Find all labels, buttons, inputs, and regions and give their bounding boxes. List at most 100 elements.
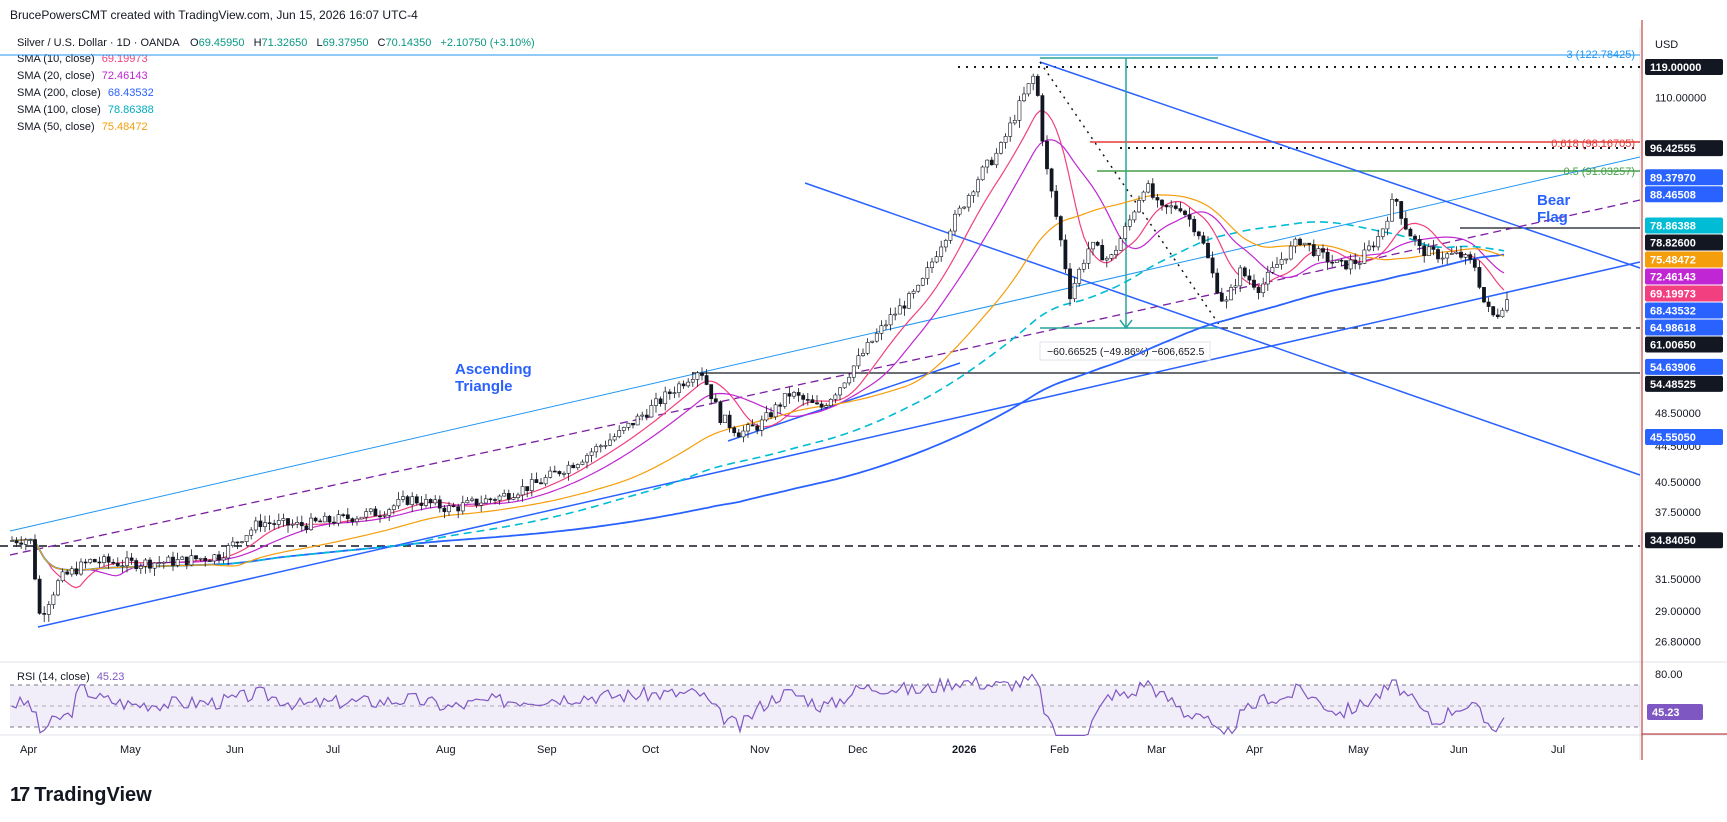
sma-line-1 (11, 139, 1505, 577)
candle-body (299, 522, 304, 527)
candle-body (796, 392, 801, 396)
candle-body (920, 278, 925, 286)
price-tag-bg (1645, 251, 1723, 268)
legend-symbol: Silver / U.S. Dollar · 1D · OANDA O69.45… (17, 37, 535, 49)
candle-body (681, 383, 686, 387)
candle-body (1187, 214, 1192, 220)
purple-dashed-channel-upper (9, 349, 961, 556)
candle-body (37, 578, 42, 614)
candle-body (838, 387, 842, 396)
candle-body (1298, 238, 1302, 246)
candle-body (529, 479, 534, 491)
candle-body (497, 495, 502, 501)
rsi-value-tag (1647, 704, 1703, 720)
candle-body (612, 436, 617, 441)
candle-body (1183, 210, 1187, 215)
price-tag-label: 61.00650 (1650, 340, 1696, 352)
candle-body (106, 556, 111, 563)
dotted-measure-line (1039, 61, 1221, 327)
candle-body (957, 207, 962, 215)
candle-body (88, 559, 93, 563)
candle-body (888, 314, 893, 326)
candle-body (1330, 261, 1335, 264)
candle-body (230, 541, 235, 546)
candle-body (828, 398, 833, 406)
candle-body (543, 477, 548, 485)
candle-body (1173, 205, 1178, 209)
candle-body (1376, 236, 1381, 248)
candle-body (1091, 241, 1095, 250)
ascending-triangle-label-1: Ascending (455, 361, 532, 378)
candle-body (1279, 259, 1284, 265)
x-tick-label: Sep (537, 744, 557, 756)
candle-body (571, 464, 576, 469)
candle-body (879, 325, 884, 334)
candle-body (893, 313, 898, 316)
legend-sma-100: SMA (100, close) 78.86388 (17, 104, 154, 116)
candle-body (1118, 238, 1123, 251)
candle-body (161, 561, 166, 564)
candle-body (999, 142, 1003, 154)
candle-body (1500, 309, 1505, 318)
candle-body (1210, 257, 1215, 274)
candle-body (1459, 251, 1463, 258)
candle-body (148, 559, 152, 569)
candle-body (115, 562, 120, 567)
candle-body (1284, 258, 1289, 261)
candle-body (1100, 245, 1105, 261)
candle-body (129, 557, 134, 561)
candle-body (1003, 136, 1008, 143)
candle-body (1077, 268, 1082, 284)
candle-body (874, 333, 879, 342)
candle-body (69, 568, 74, 575)
candle-body (759, 419, 764, 431)
candle-body (1238, 267, 1243, 287)
candle-body (23, 539, 28, 545)
candle-body (608, 439, 612, 446)
candle-body (966, 195, 971, 208)
candle-body (226, 545, 231, 559)
candle-body (750, 424, 755, 427)
candle-body (327, 515, 332, 523)
bear-flag-upper (1039, 61, 1641, 269)
candle-body (764, 412, 769, 421)
candle-body (451, 505, 456, 508)
candle-body (332, 521, 336, 524)
candle-body (1040, 95, 1045, 142)
candle-body (447, 505, 451, 513)
candle-body (713, 398, 718, 403)
candle-body (1307, 242, 1312, 245)
candle-body (626, 422, 631, 428)
x-tick-label: Dec (848, 744, 868, 756)
price-tag-bg (1645, 186, 1723, 203)
price-tag-bg (1645, 268, 1723, 285)
candle-body (976, 179, 980, 193)
candle-body (594, 446, 599, 453)
candle-body (1049, 168, 1054, 192)
candle-body (1123, 225, 1128, 239)
candle-body (580, 461, 585, 465)
candle-body (1403, 218, 1408, 230)
candle-body (424, 499, 428, 506)
candle-body (658, 398, 663, 404)
candle-body (1486, 301, 1491, 307)
candle-body (644, 414, 649, 418)
candle-body (240, 541, 244, 543)
candle-body (276, 520, 281, 525)
candle-body (1431, 246, 1436, 250)
x-tick-label: Apr (1246, 744, 1263, 756)
candlestick-series (10, 73, 1509, 622)
candle-body (700, 372, 704, 376)
candle-body (1270, 267, 1275, 273)
candle-body (732, 427, 737, 434)
candle-body (1178, 208, 1183, 212)
candle-body (483, 498, 488, 504)
candle-body (46, 604, 51, 615)
candle-body (1081, 262, 1086, 270)
candle-body (166, 556, 171, 563)
candle-body (506, 493, 511, 500)
y-tick-label: 37.50000 (1655, 507, 1701, 519)
candle-body (741, 430, 746, 438)
candle-body (479, 502, 484, 506)
